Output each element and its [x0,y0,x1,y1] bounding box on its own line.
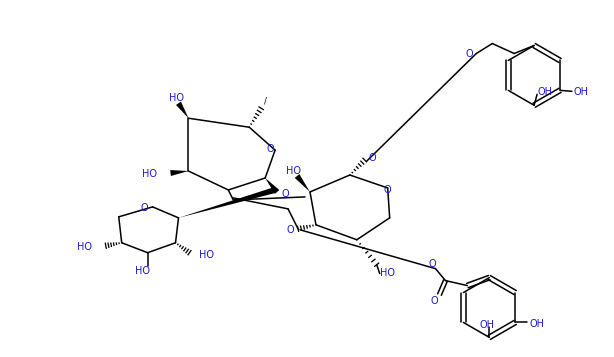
Polygon shape [176,102,188,118]
Text: HO: HO [169,93,184,103]
Polygon shape [170,170,188,176]
Text: HO: HO [142,169,157,179]
Text: OH: OH [574,87,589,97]
Text: O: O [429,259,437,269]
Polygon shape [295,174,310,192]
Polygon shape [179,187,276,218]
Text: HO: HO [286,166,301,176]
Text: O: O [430,296,438,306]
Text: HO: HO [77,242,92,252]
Text: HO: HO [200,250,214,260]
Text: O: O [141,203,149,213]
Text: /: / [264,97,266,106]
Text: HO: HO [379,268,395,278]
Text: O: O [266,144,274,154]
Text: OH: OH [537,87,552,97]
Text: O: O [466,50,473,60]
Text: OH: OH [529,320,544,330]
Polygon shape [265,178,279,194]
Text: O: O [286,225,294,235]
Text: OH: OH [480,321,495,331]
Text: O: O [281,189,289,199]
Text: O: O [369,153,376,163]
Text: HO: HO [135,266,150,276]
Text: O: O [384,185,391,195]
